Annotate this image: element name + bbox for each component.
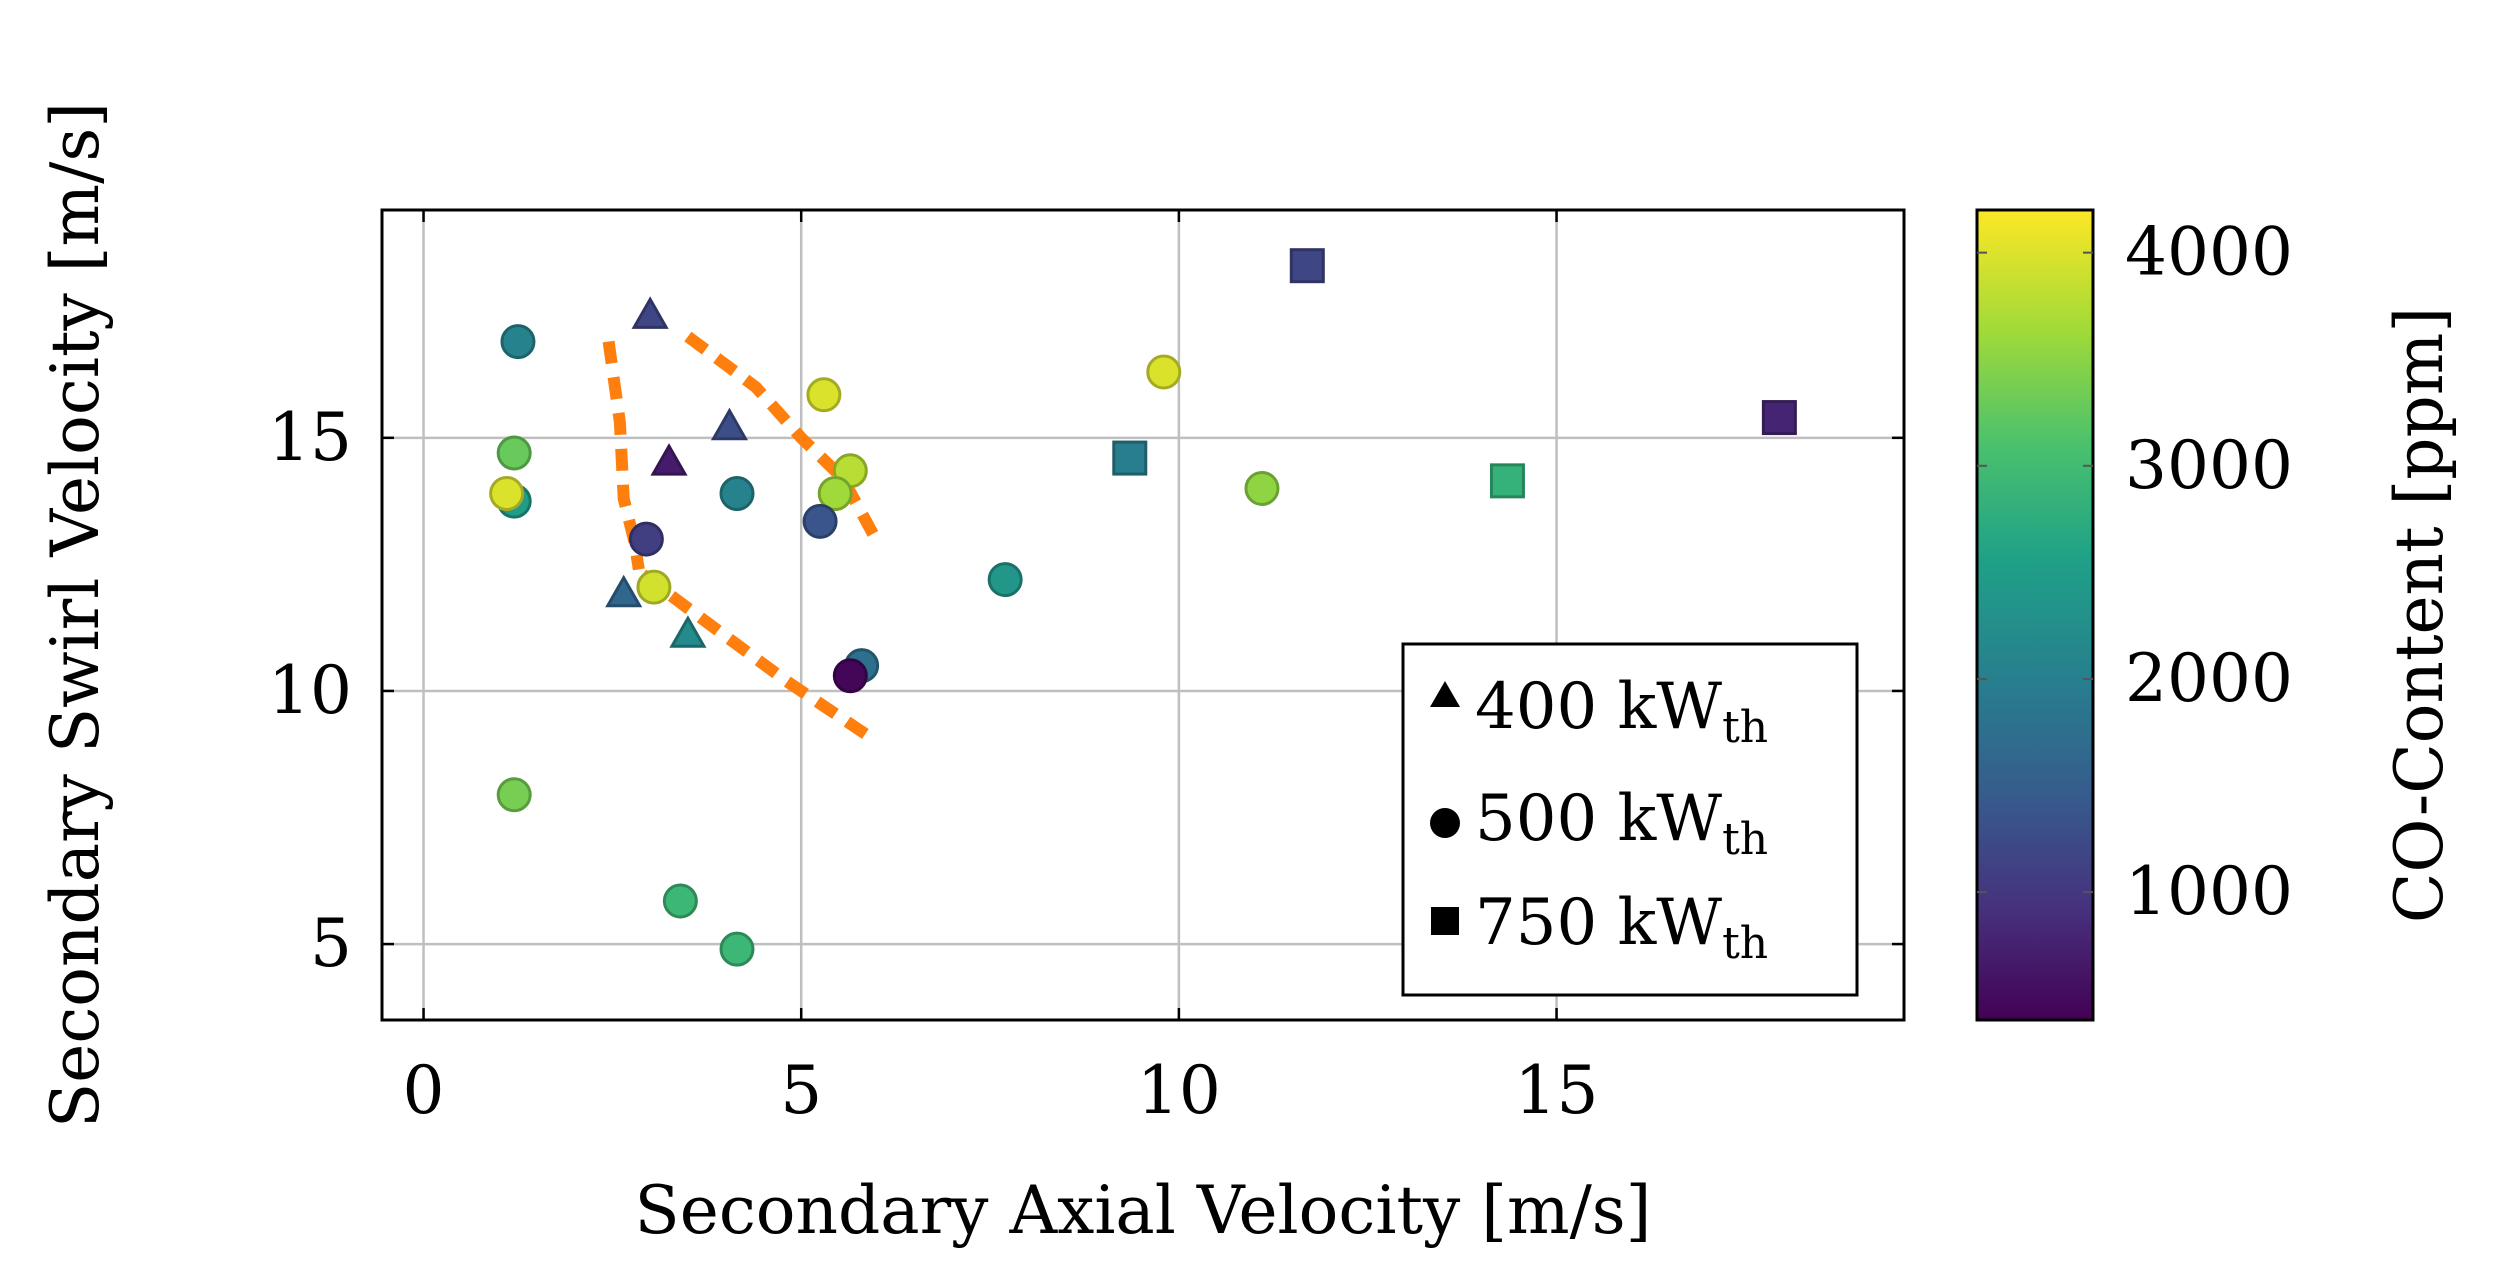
legend-label-750: 750 kWth (1475, 886, 1768, 969)
data-point-triangle (605, 574, 643, 608)
y-axis-ticks: 5 10 15 (268, 399, 1904, 982)
grid (382, 210, 1904, 1020)
x-axis-label: Secondary Axial Velocity [m/s] (635, 1172, 1652, 1249)
colorbar-gradient (1975, 208, 2095, 1022)
x-tick-label: 10 (1137, 1052, 1221, 1129)
data-point-circle (832, 658, 868, 694)
y-tick-label: 10 (268, 652, 352, 729)
boundary-line (684, 331, 879, 537)
colorbar-label: CO-Content [ppm] (2381, 307, 2458, 923)
data-point-triangle (669, 615, 707, 648)
data-point-circle (489, 476, 525, 511)
data-point-circle (987, 562, 1023, 598)
data-point-circle (802, 503, 838, 539)
data-point-triangle (631, 296, 669, 329)
y-tick-label: 15 (268, 399, 352, 476)
x-tick-label: 15 (1515, 1052, 1599, 1129)
y-axis-label: Secondary Swirl Velocity [m/s] (37, 102, 114, 1128)
circle-marker-icon (1430, 808, 1460, 838)
data-point-square (1112, 440, 1148, 476)
boundary-lines (602, 331, 879, 742)
y-tick-label: 5 (310, 905, 352, 982)
data-point-circle (1146, 354, 1182, 390)
legend-entry-400: 400 kWth (1430, 670, 1768, 753)
x-axis-ticks: 0 5 10 15 (403, 210, 1599, 1129)
data-point-circle (636, 569, 672, 605)
data-point-circle (719, 931, 755, 967)
data-point-circle (806, 377, 842, 413)
data-point-circle (817, 476, 853, 511)
data-point-circle (1244, 470, 1280, 506)
data-point-circle (719, 476, 755, 511)
colorbar-ticks: 1000 2000 3000 4000 (1977, 214, 2293, 930)
x-tick-label: 5 (780, 1052, 822, 1129)
colorbar: 1000 2000 3000 4000 CO-Content [ppm] (1975, 208, 2458, 1022)
triangle-marker-icon (1430, 681, 1460, 707)
data-points (489, 248, 1797, 967)
legend: 400 kWth 500 kWth 750 kWth (1401, 642, 1859, 997)
data-point-triangle (650, 443, 688, 476)
data-point-square (1289, 248, 1325, 284)
boundary-line (639, 569, 873, 742)
legend-entry-500: 500 kWth (1430, 782, 1768, 865)
legend-entry-750: 750 kWth (1431, 886, 1768, 969)
data-point-circle (496, 435, 532, 471)
x-tick-label: 0 (403, 1052, 445, 1129)
legend-label-400: 400 kWth (1475, 670, 1768, 753)
plot-frame (380, 208, 1906, 1022)
data-point-circle (496, 777, 532, 813)
colorbar-tick-label: 3000 (2125, 427, 2293, 504)
data-point-circle (628, 521, 664, 557)
legend-box (1401, 642, 1859, 997)
boundary-line (602, 340, 645, 571)
data-point-circle (662, 883, 698, 919)
legend-label-500: 500 kWth (1475, 782, 1768, 865)
colorbar-tick-label: 1000 (2125, 853, 2293, 930)
colorbar-tick-label: 2000 (2125, 640, 2293, 717)
data-point-triangle (710, 407, 749, 441)
data-point-circle (500, 324, 536, 360)
square-marker-icon (1431, 907, 1459, 935)
data-point-square (1761, 400, 1797, 436)
data-point-square (1489, 463, 1525, 499)
colorbar-tick-label: 4000 (2125, 214, 2293, 291)
